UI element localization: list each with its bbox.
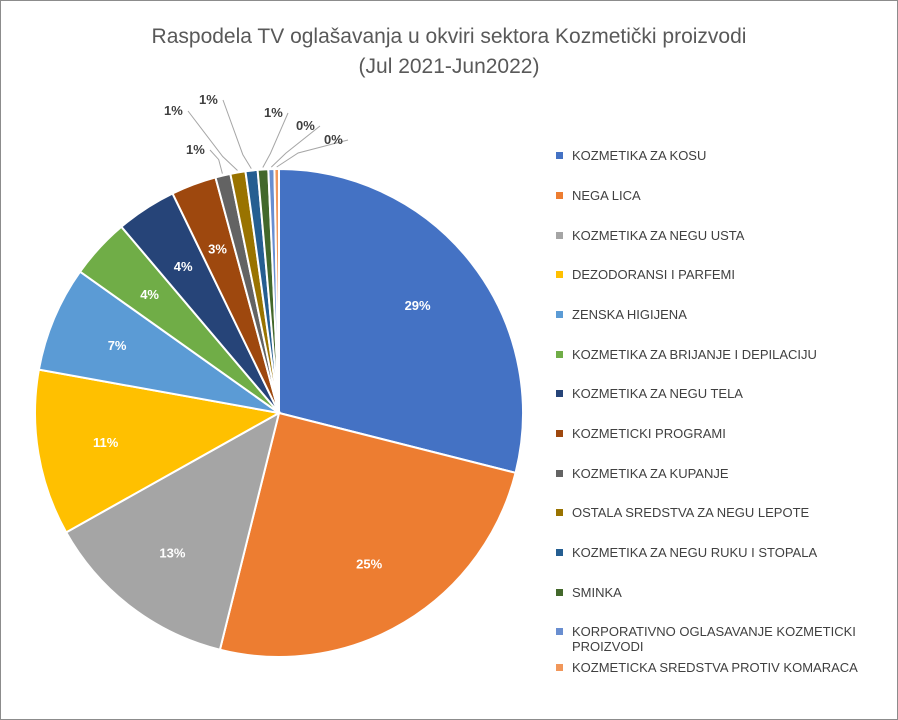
legend-item: KORPORATIVNO OGLASAVANJE KOZMETICKI PROI… <box>556 624 898 654</box>
pie-slice <box>218 411 517 658</box>
legend-label: KOZMETIKA ZA BRIJANJE I DEPILACIJU <box>572 347 817 362</box>
chart-subtitle: (Jul 2021-Jun2022) <box>358 55 540 78</box>
legend-swatch <box>556 152 563 159</box>
legend-item: KOZMETIKA ZA NEGU RUKU I STOPALA <box>556 545 898 560</box>
legend-label: KOZMETIKA ZA NEGU RUKU I STOPALA <box>572 545 818 560</box>
slice-data-label: 13% <box>159 546 185 561</box>
pie-slice <box>34 368 282 534</box>
legend-swatch <box>556 509 563 516</box>
legend-label: KOZMETIKA ZA NEGU USTA <box>572 228 745 243</box>
legend-item: KOZMETIKA ZA NEGU TELA <box>556 386 898 401</box>
legend-label: KOZMETIKA ZA KUPANJE <box>572 466 729 481</box>
pie-slice <box>273 167 280 414</box>
legend-swatch <box>556 271 563 278</box>
pie-slice <box>64 410 281 651</box>
legend-swatch <box>556 192 563 199</box>
chart-title-block: Raspodela TV oglašavanja u okviri sektor… <box>0 22 898 82</box>
chart-title: Raspodela TV oglašavanja u okviri sektor… <box>151 25 747 48</box>
legend-item: KOZMETIKA ZA BRIJANJE I DEPILACIJU <box>556 347 898 362</box>
legend-label: KOZMETICKI PROGRAMI <box>572 426 726 441</box>
leader-line <box>222 99 252 169</box>
legend-item: KOZMETICKA SREDSTVA PROTIV KOMARACA <box>556 660 898 675</box>
legend-item: KOZMETIKA ZA KUPANJE <box>556 466 898 481</box>
leader-line <box>209 149 223 174</box>
legend-swatch <box>556 311 563 318</box>
slice-data-label: 0% <box>324 132 343 147</box>
legend-label: KOZMETIKA ZA NEGU TELA <box>572 386 743 401</box>
legend-swatch <box>556 390 563 397</box>
legend-item: OSTALA SREDSTVA ZA NEGU LEPOTE <box>556 505 898 520</box>
legend-swatch <box>556 232 563 239</box>
legend-swatch <box>556 351 563 358</box>
legend-swatch <box>556 664 563 671</box>
legend-item: SMINKA <box>556 585 898 600</box>
legend-label: KOZMETICKA SREDSTVA PROTIV KOMARACA <box>572 660 858 675</box>
legend-label: KORPORATIVNO OGLASAVANJE KOZMETICKI PROI… <box>572 624 856 654</box>
legend-swatch <box>556 628 563 635</box>
legend-label: OSTALA SREDSTVA ZA NEGU LEPOTE <box>572 505 810 520</box>
legend-item: ZENSKA HIGIJENA <box>556 307 898 322</box>
legend-swatch <box>556 589 563 596</box>
slice-data-label: 3% <box>208 241 227 256</box>
slice-data-label: 4% <box>140 287 159 302</box>
legend-label: KOZMETIKA ZA KOSU <box>572 148 707 163</box>
legend-swatch <box>556 430 563 437</box>
pie-slice <box>278 167 524 475</box>
slice-data-label: 25% <box>356 557 382 572</box>
leader-line <box>270 125 321 168</box>
slice-data-label: 7% <box>108 338 127 353</box>
legend-item: KOZMETIKA ZA KOSU <box>556 148 898 163</box>
pie-slice <box>37 270 280 414</box>
data-labels: 29% 25% 13% 11% 7% 4% 4% 3% 1% 1% 1% 1% 0% 0% <box>93 92 431 572</box>
slice-data-label: 1% <box>186 142 205 157</box>
legend-item: NEGA LICA <box>556 188 898 203</box>
legend-label: DEZODORANSI I PARFEMI <box>572 267 735 282</box>
slice-data-label: 1% <box>264 105 283 120</box>
legend-swatch <box>556 549 563 556</box>
legend-swatch <box>556 470 563 477</box>
leader-lines <box>187 99 349 174</box>
legend-item: KOZMETICKI PROGRAMI <box>556 426 898 441</box>
leader-line <box>187 110 238 171</box>
slice-data-label: 4% <box>174 259 193 274</box>
slice-data-label: 0% <box>296 118 315 133</box>
legend-label: ZENSKA HIGIJENA <box>572 307 687 322</box>
slice-data-label: 11% <box>93 435 119 450</box>
legend-item: DEZODORANSI I PARFEMI <box>556 267 898 282</box>
slice-data-label: 1% <box>164 103 183 118</box>
leader-line <box>276 139 349 168</box>
slice-data-label: 29% <box>405 298 431 313</box>
pie-slices <box>34 167 524 658</box>
legend-item: KOZMETIKA ZA NEGU USTA <box>556 228 898 243</box>
leader-line <box>262 112 289 168</box>
slice-data-label: 1% <box>199 92 218 107</box>
legend-label: SMINKA <box>572 585 622 600</box>
legend-label: NEGA LICA <box>572 188 641 203</box>
